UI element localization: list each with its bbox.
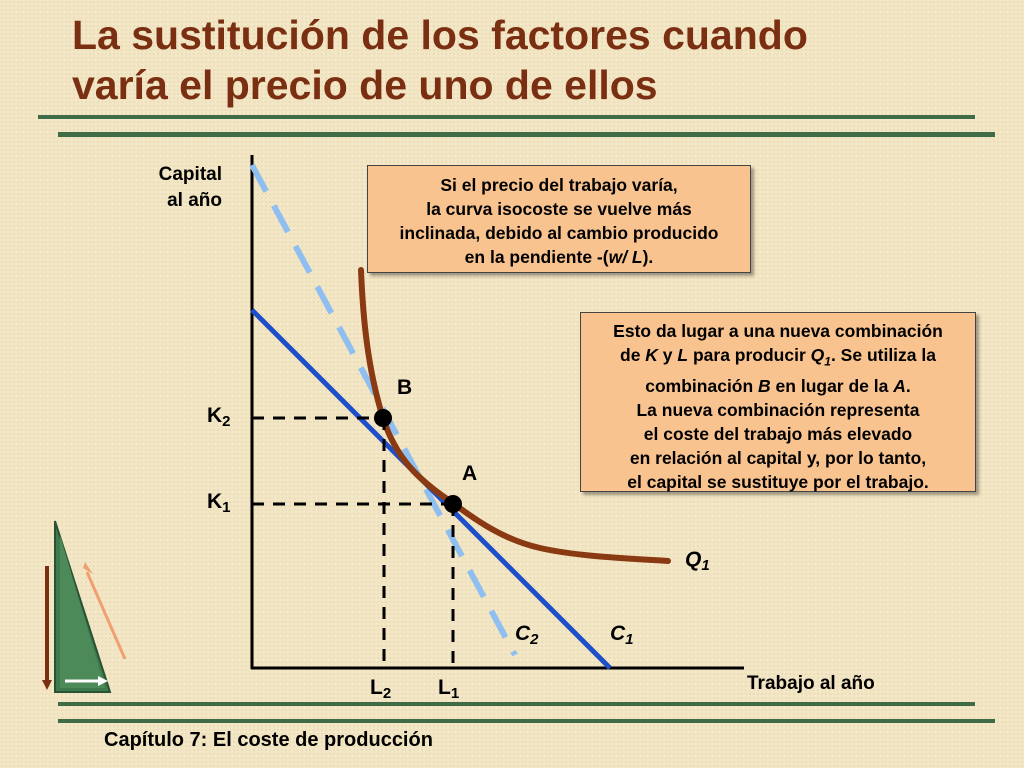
c2-sub: 2 <box>530 631 539 648</box>
callout-top-line1: Si el precio del trabajo varía, <box>440 175 678 195</box>
q1-letter: Q <box>685 548 702 571</box>
callout-right-line2: de K y L para producir Q1. Se utiliza la <box>581 343 975 374</box>
callout-top-line4-post: ). <box>642 247 654 267</box>
callout-top-line2: la curva isocoste se vuelve más <box>426 199 692 219</box>
cr-l2-l: L <box>677 345 689 365</box>
page-title: La sustitución de los factores cuando va… <box>72 10 1002 110</box>
chapter-footer: Capítulo 7: El coste de producción <box>104 729 433 751</box>
callout-right-line1: Esto da lugar a una nueva combinación <box>613 321 943 341</box>
title-line-2: varía el precio de uno de ellos <box>72 62 658 108</box>
slope-triangle-icon <box>42 520 127 693</box>
isocost-label-c1: C1 <box>610 622 634 652</box>
cr-l3-d: A <box>893 375 906 396</box>
footer-divider-top <box>58 702 975 706</box>
tick-l2: L2 <box>370 676 391 706</box>
callout-new-combination: Esto da lugar a una nueva combinación de… <box>580 312 976 492</box>
callout-isocost-steeper: Si el precio del trabajo varía, la curva… <box>367 165 751 273</box>
callout-right-line5: el coste del trabajo más elevado <box>643 423 913 444</box>
point-b-marker <box>374 409 392 427</box>
tick-k1-sub: 1 <box>222 499 231 516</box>
cr-l3-e: . <box>905 375 911 396</box>
c2-letter: C <box>515 622 531 645</box>
point-a-label: A <box>462 462 478 485</box>
cr-l3-a: combinación <box>645 375 759 396</box>
callout-top-line4: en la pendiente -(w/ L). <box>368 245 750 269</box>
title-divider-top <box>38 115 975 119</box>
y-axis-label-line2: al año <box>167 190 222 211</box>
cr-l3-b: B <box>758 375 771 396</box>
callout-right-line7: el capital se sustituye por el trabajo. <box>627 471 929 492</box>
point-a-marker <box>444 495 462 513</box>
cr-l2-c: para producir <box>688 345 811 365</box>
title-line-1: La sustitución de los factores cuando <box>72 12 808 58</box>
tick-l1-sub: 1 <box>450 685 460 702</box>
c1-letter: C <box>610 622 626 645</box>
tick-l1-letter: L <box>438 676 451 699</box>
callout-top-line4-formula: w/ L <box>608 247 643 267</box>
cr-l2-q: Q1 <box>810 345 831 369</box>
callout-right-line3: combinación B en lugar de la A. <box>581 374 975 398</box>
tick-l2-letter: L <box>370 676 383 699</box>
tick-k1-letter: K <box>207 490 223 513</box>
cr-l2-b: y <box>657 345 678 365</box>
tick-k1: K1 <box>207 490 231 520</box>
callout-right-line4: La nueva combinación representa <box>636 399 920 420</box>
callout-top-line3: inclinada, debido al cambio producido <box>399 223 719 243</box>
y-axis-label-line1: Capital <box>158 164 222 185</box>
cr-l2-d: . Se utiliza la <box>830 345 936 365</box>
cr-l2-q-letter: Q <box>810 345 825 365</box>
cr-l2-a: de <box>620 345 646 365</box>
c1-sub: 1 <box>625 631 634 648</box>
cr-l2-q-sub: 1 <box>824 354 831 369</box>
tick-l2-sub: 2 <box>382 685 392 702</box>
tick-k2: K2 <box>207 404 231 434</box>
cr-l3-c: en lugar de la <box>770 375 894 396</box>
tick-k2-letter: K <box>207 404 223 427</box>
isoquant-label-q1: Q1 <box>685 548 710 578</box>
q1-sub: 1 <box>701 557 710 574</box>
title-divider-bottom <box>58 132 995 137</box>
isocost-label-c2: C2 <box>515 622 539 652</box>
cr-l2-k: K <box>645 345 658 365</box>
point-b-label: B <box>397 376 413 399</box>
footer-divider-bottom <box>58 719 995 723</box>
x-axis-label: Trabajo al año <box>747 673 875 694</box>
y-axis-label: Capital al año <box>146 162 222 214</box>
tick-k2-sub: 2 <box>222 413 231 430</box>
callout-top-line4-pre: en la pendiente -( <box>464 247 609 267</box>
tick-l1: L1 <box>438 676 459 706</box>
callout-right-line6: en relación al capital y, por lo tanto, <box>629 447 927 468</box>
